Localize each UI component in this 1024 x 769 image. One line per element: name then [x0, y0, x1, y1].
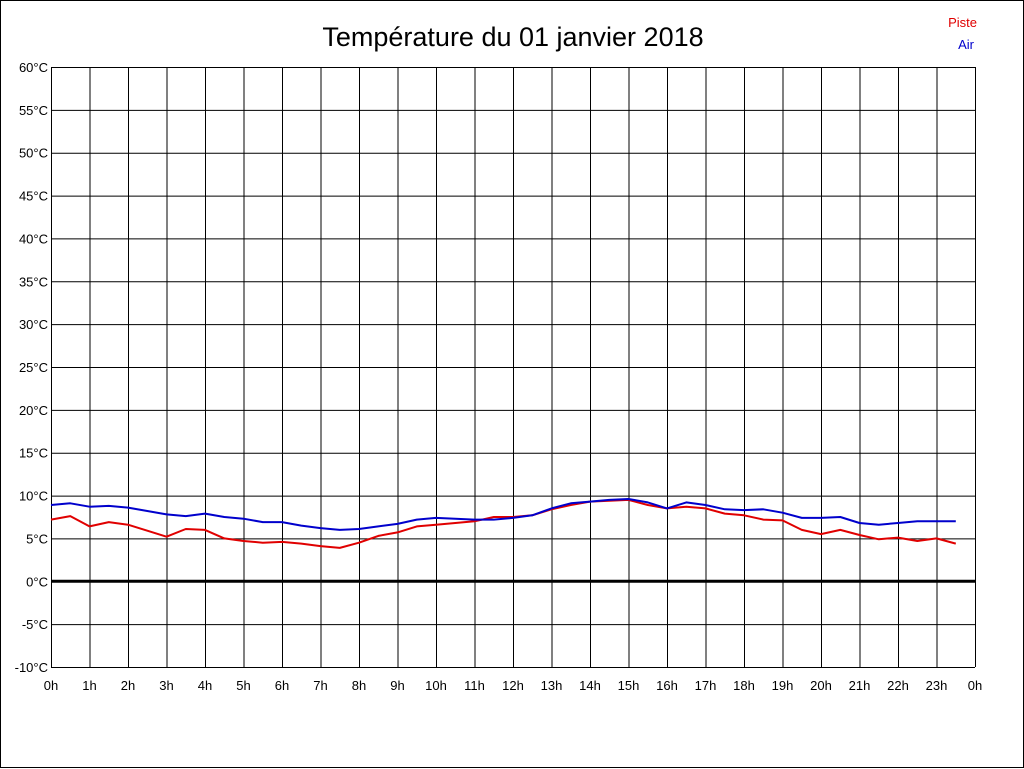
- x-tick-label: 12h: [502, 678, 524, 693]
- x-tick-label: 13h: [541, 678, 563, 693]
- y-tick-label: 35°C: [19, 274, 48, 289]
- x-tick-label: 3h: [159, 678, 173, 693]
- x-tick-label: 8h: [352, 678, 366, 693]
- x-tick-label: 9h: [390, 678, 404, 693]
- x-tick-label: 2h: [121, 678, 135, 693]
- x-tick-label: 20h: [810, 678, 832, 693]
- y-tick-label: 50°C: [19, 146, 48, 161]
- y-tick-label: 55°C: [19, 103, 48, 118]
- x-tick-label: 5h: [236, 678, 250, 693]
- x-tick-label: 6h: [275, 678, 289, 693]
- y-tick-label: 30°C: [19, 317, 48, 332]
- x-tick-label: 18h: [733, 678, 755, 693]
- y-tick-label: -5°C: [22, 617, 48, 632]
- series-layer: [50, 498, 957, 549]
- y-axis-ticks: 60°C 55°C 50°C 45°C 40°C 35°C 30°C 25°C 20°C 15°C…: [15, 60, 48, 675]
- x-tick-label: 1h: [82, 678, 96, 693]
- y-tick-label: 45°C: [19, 189, 48, 204]
- chart-title: Température du 01 janvier 2018: [322, 22, 703, 52]
- x-tick-label: 14h: [579, 678, 601, 693]
- x-tick-label: 17h: [695, 678, 717, 693]
- y-tick-label: 20°C: [19, 403, 48, 418]
- series-line-piste: [50, 498, 957, 549]
- x-tick-label: 4h: [198, 678, 212, 693]
- x-tick-label: 0h: [44, 678, 58, 693]
- y-tick-label: 40°C: [19, 231, 48, 246]
- x-tick-label: 11h: [464, 678, 485, 693]
- y-tick-label: 10°C: [19, 489, 48, 504]
- x-tick-label: 21h: [849, 678, 871, 693]
- y-tick-label: 15°C: [19, 446, 48, 461]
- x-tick-label: 0h: [968, 678, 982, 693]
- x-tick-label: 23h: [926, 678, 948, 693]
- y-tick-label: 25°C: [19, 360, 48, 375]
- x-tick-label: 22h: [887, 678, 909, 693]
- x-tick-label: 15h: [618, 678, 640, 693]
- legend-piste: Piste: [948, 15, 977, 30]
- legend-air: Air: [958, 37, 975, 52]
- x-tick-label: 7h: [313, 678, 327, 693]
- y-tick-label: 0°C: [26, 574, 48, 589]
- y-tick-label: 5°C: [26, 531, 48, 546]
- x-tick-label: 19h: [772, 678, 794, 693]
- y-tick-label: -10°C: [15, 660, 48, 675]
- x-tick-label: 10h: [425, 678, 447, 693]
- x-axis-ticks: 0h 1h 2h 3h 4h 5h 6h 7h 8h 9h 10h 11h 12h 13h 14h 15h 16…: [44, 678, 982, 693]
- grid: [51, 67, 976, 668]
- x-tick-label: 16h: [656, 678, 678, 693]
- series-line-air: [50, 498, 956, 531]
- y-tick-label: 60°C: [19, 60, 48, 75]
